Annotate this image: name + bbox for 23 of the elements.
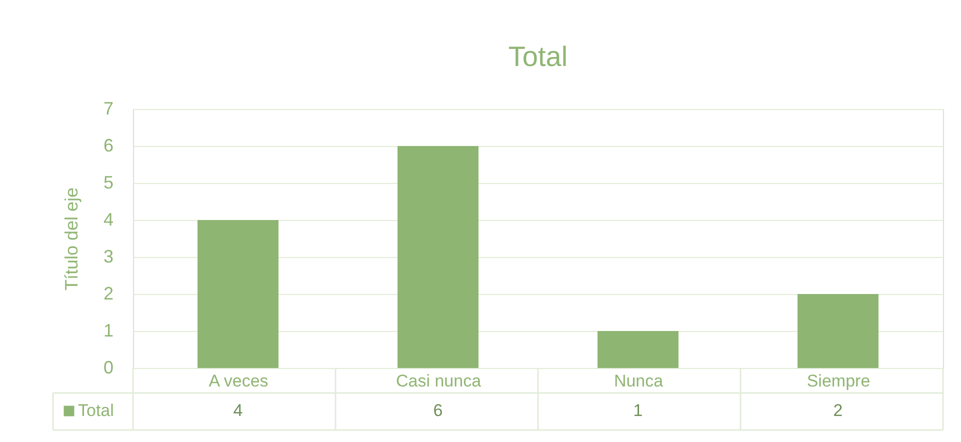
bar — [398, 146, 478, 368]
x-tick-label: Nunca — [614, 372, 664, 390]
y-tick-label: 3 — [103, 246, 114, 266]
data-label: 6 — [433, 401, 443, 420]
y-axis-title: Título del eje — [61, 187, 82, 291]
bar — [798, 294, 878, 368]
data-label: 2 — [833, 401, 843, 420]
x-tick-label: A veces — [208, 372, 268, 390]
legend-label: Total — [78, 401, 114, 420]
bar — [198, 220, 278, 368]
data-label: 4 — [233, 401, 243, 420]
x-tick-label: Siempre — [806, 372, 870, 390]
y-tick-label: 4 — [103, 210, 114, 230]
y-tick-label: 6 — [103, 136, 114, 156]
y-tick-label: 0 — [103, 358, 114, 378]
y-tick-label: 5 — [103, 172, 114, 192]
y-tick-label: 7 — [103, 98, 114, 118]
chart-title: Total — [508, 41, 568, 72]
y-tick-label: 2 — [103, 284, 114, 304]
y-tick-label: 1 — [103, 320, 114, 340]
x-tick-label: Casi nunca — [396, 372, 482, 390]
bar — [598, 331, 678, 368]
data-label: 1 — [633, 401, 643, 420]
